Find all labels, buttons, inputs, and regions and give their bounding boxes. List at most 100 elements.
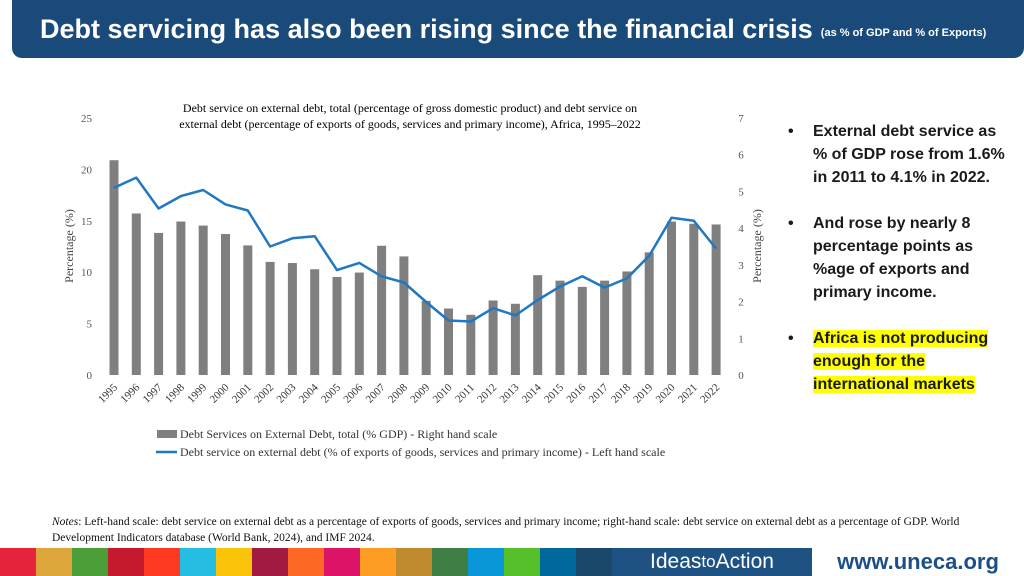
legend-bar-swatch <box>157 430 177 438</box>
sdg-color-stripe <box>36 548 72 576</box>
bar-2017 <box>600 280 610 375</box>
bar-1996 <box>131 213 141 375</box>
sdg-color-stripe <box>72 548 108 576</box>
right-axis-ticks: 0 1 2 3 4 5 6 7 <box>738 113 744 382</box>
bar-1995 <box>109 160 119 375</box>
sdg-color-stripe <box>180 548 216 576</box>
sdg-color-stripe <box>540 548 576 576</box>
x-tick-label: 2017 <box>587 381 611 405</box>
x-tick-label: 2022 <box>698 382 722 406</box>
bar-2010 <box>444 308 453 375</box>
bar-2021 <box>689 223 699 375</box>
line-series-exports <box>113 176 718 323</box>
bar-2009 <box>421 300 431 375</box>
bar-2006 <box>354 272 364 375</box>
x-tick-label: 2013 <box>497 381 521 405</box>
x-tick-label: 2008 <box>386 381 410 405</box>
bullet-item-2: • And rose by nearly 8 percentage points… <box>784 212 1014 304</box>
chart-title-line1: Debt service on external debt, total (pe… <box>183 101 637 115</box>
right-tick-label: 2 <box>738 297 744 309</box>
brand-logo: Ideas to Action <box>612 548 812 576</box>
left-tick-label: 10 <box>81 267 93 279</box>
x-tick-label: 1995 <box>96 381 120 405</box>
bar-2011 <box>466 314 476 375</box>
right-tick-label: 4 <box>738 223 744 235</box>
bar-2003 <box>287 263 297 375</box>
bar-2000 <box>221 234 230 375</box>
x-tick-label: 2003 <box>274 381 298 405</box>
bullet-item-3: • Africa is not producing enough for the… <box>784 327 1014 396</box>
sdg-color-stripe <box>324 548 360 576</box>
x-tick-label: 1997 <box>141 381 165 405</box>
sdg-color-stripe <box>144 548 180 576</box>
bar-2007 <box>377 245 387 375</box>
bar-2015 <box>555 280 565 375</box>
left-axis-ticks: 0 5 10 15 20 25 <box>81 113 93 382</box>
left-axis-label: Percentage (%) <box>62 209 76 283</box>
x-tick-label: 2001 <box>230 382 254 406</box>
left-tick-label: 20 <box>81 164 93 176</box>
notes-label: Notes <box>52 516 79 528</box>
bar-1999 <box>198 225 208 375</box>
bar-2005 <box>332 276 342 375</box>
bullet-item-1: • External debt service as % of GDP rose… <box>784 120 1014 189</box>
sdg-color-stripe <box>108 548 144 576</box>
bar-series <box>109 160 721 375</box>
notes-text: : Left-hand scale: debt service on exter… <box>52 516 960 544</box>
chart-notes: Notes: Left-hand scale: debt service on … <box>52 514 1012 546</box>
bar-2004 <box>310 269 320 375</box>
legend-line-label: Debt service on external debt (% of expo… <box>180 445 665 459</box>
x-tick-label: 2015 <box>542 381 566 405</box>
brand-part3: Action <box>715 550 774 573</box>
bullet-text-highlighted: Africa is not producing enough for the i… <box>813 330 989 393</box>
bar-2016 <box>577 286 587 375</box>
left-tick-label: 25 <box>81 113 93 125</box>
right-tick-label: 6 <box>738 150 744 162</box>
bar-2019 <box>644 252 654 375</box>
brand-part1: Ideas <box>650 550 702 573</box>
page-title: Debt servicing has also been rising sinc… <box>40 13 813 44</box>
x-tick-label: 2009 <box>408 381 432 405</box>
left-tick-label: 15 <box>81 216 93 228</box>
x-tick-label: 2007 <box>364 381 388 405</box>
title-bar: Debt servicing has also been rising sinc… <box>12 0 1024 58</box>
x-tick-label: 2014 <box>520 381 544 405</box>
bar-2020 <box>667 221 676 375</box>
right-tick-label: 5 <box>738 186 744 198</box>
x-tick-label: 2019 <box>631 381 655 405</box>
x-tick-label: 2006 <box>341 381 365 405</box>
chart-title-line2: external debt (percentage of exports of … <box>179 117 641 131</box>
sdg-color-stripe <box>576 548 612 576</box>
bar-2008 <box>399 256 409 375</box>
bar-2018 <box>622 271 632 375</box>
bar-1998 <box>176 221 186 375</box>
sdg-color-stripe <box>0 548 36 576</box>
sdg-color-stripe <box>504 548 540 576</box>
right-axis-label: Percentage (%) <box>750 209 764 283</box>
bullet-text: External debt service as % of GDP rose f… <box>813 123 1005 186</box>
bar-2014 <box>533 275 543 375</box>
x-tick-label: 2004 <box>297 381 321 405</box>
x-axis-labels: 1995199619971998199920002001200220032004… <box>96 381 722 405</box>
x-tick-label: 2002 <box>252 382 276 406</box>
website-link[interactable]: www.uneca.org <box>812 548 1024 576</box>
x-tick-label: 1999 <box>185 381 209 405</box>
bar-2022 <box>711 224 721 375</box>
left-tick-label: 5 <box>87 319 93 331</box>
bullet-text: And rose by nearly 8 percentage points a… <box>813 215 974 301</box>
bullet-marker: • <box>788 123 794 140</box>
right-tick-label: 1 <box>738 333 744 345</box>
right-tick-label: 3 <box>738 260 744 272</box>
sdg-color-stripe <box>216 548 252 576</box>
x-tick-label: 2016 <box>564 381 588 405</box>
sdg-color-stripe <box>252 548 288 576</box>
sdg-color-stripe <box>396 548 432 576</box>
bar-2013 <box>510 303 520 375</box>
x-tick-label: 2012 <box>475 382 499 406</box>
x-tick-label: 1996 <box>118 381 142 405</box>
bar-2012 <box>488 300 498 375</box>
footer-stripes <box>0 548 1024 576</box>
sdg-color-stripe <box>360 548 396 576</box>
x-tick-label: 2018 <box>609 381 633 405</box>
x-tick-label: 2000 <box>208 381 232 405</box>
